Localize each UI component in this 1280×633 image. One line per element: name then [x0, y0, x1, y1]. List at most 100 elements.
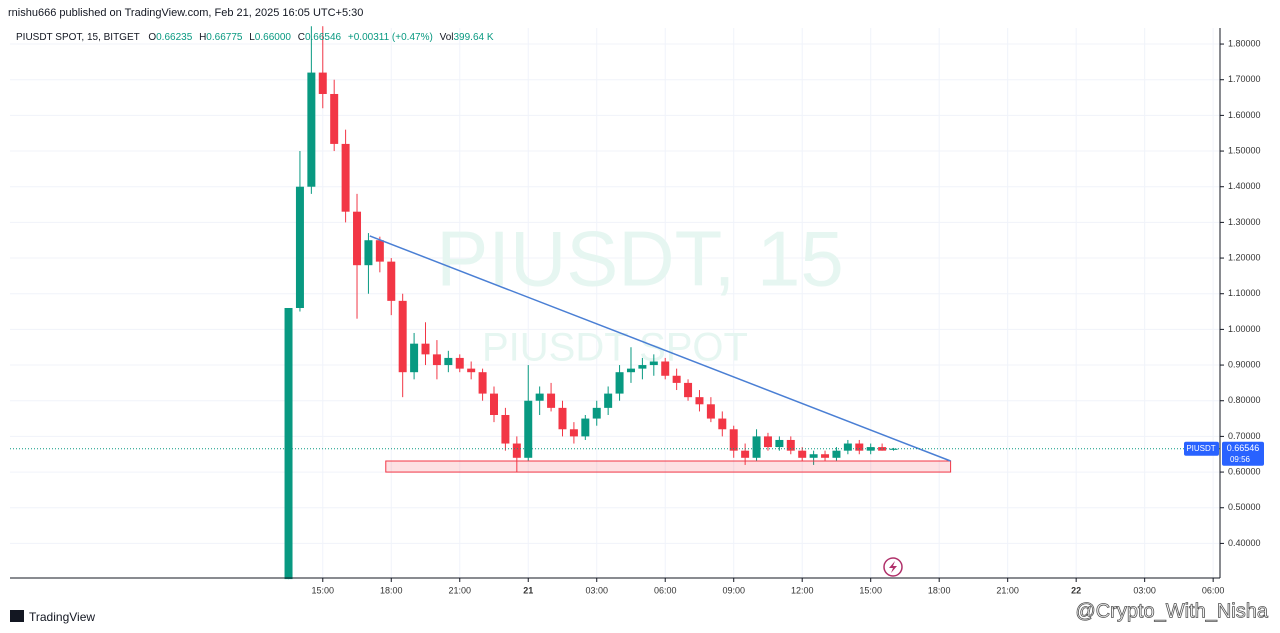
candle-body — [421, 343, 430, 355]
price-tag-symbol-box — [1184, 441, 1219, 456]
candle-body — [832, 450, 841, 458]
open: 0.66235 — [156, 32, 193, 43]
candle-body — [398, 300, 407, 373]
x-tick-label: 03:00 — [1133, 585, 1156, 595]
high: 0.66775 — [206, 32, 243, 43]
key: O — [148, 32, 156, 43]
candle-body — [889, 448, 898, 450]
candle-body — [706, 404, 715, 419]
symbol: PIUSDT SPOT, 15, BITGET — [16, 32, 140, 43]
publisher: rnishu666 published on TradingView.com, … — [8, 7, 363, 19]
candle-body — [375, 240, 384, 262]
x-tick-label: 15:00 — [312, 585, 335, 595]
candle-body — [524, 400, 533, 458]
close: 0.66546 — [305, 32, 342, 43]
candle-body — [364, 240, 373, 266]
candle-body — [786, 439, 795, 451]
price-tag-box — [1222, 441, 1264, 466]
candle-body — [307, 72, 316, 187]
x-tick-label: 21:00 — [448, 585, 471, 595]
candle-body — [467, 368, 476, 373]
y-tick-label: 0.40000 — [1228, 538, 1261, 548]
candle-body — [432, 354, 441, 366]
watermark: PIUSDT, 15 — [436, 215, 843, 303]
logo-text: TradingView — [29, 610, 95, 624]
candle-body — [695, 397, 704, 405]
candle-body — [318, 72, 327, 94]
candle-body — [592, 407, 601, 419]
candle-body — [649, 361, 658, 366]
y-tick-label: 1.30000 — [1228, 217, 1261, 227]
key: Vol — [440, 32, 454, 43]
y-tick-label: 1.80000 — [1228, 38, 1261, 48]
x-tick-label: 12:00 — [791, 585, 814, 595]
support-zone — [385, 460, 952, 473]
candle-body — [626, 368, 635, 373]
candle-body — [855, 443, 864, 451]
candle-body — [798, 450, 807, 458]
candle-body — [604, 393, 613, 408]
candle-body — [661, 361, 670, 376]
candle-body — [775, 439, 784, 448]
y-tick-label: 0.60000 — [1228, 466, 1261, 476]
y-tick-label: 0.50000 — [1228, 502, 1261, 512]
x-tick-label: 18:00 — [380, 585, 403, 595]
alert-bolt — [889, 561, 897, 573]
candle-body — [718, 418, 727, 430]
x-tick-label: 21:00 — [996, 585, 1019, 595]
candle-body — [387, 261, 396, 301]
price-tag-symbol: PIUSDT — [1186, 444, 1215, 453]
candle-body — [729, 429, 738, 451]
y-tick-label: 1.60000 — [1228, 110, 1261, 120]
candle-body — [410, 343, 419, 373]
x-tick-label: 09:00 — [722, 585, 745, 595]
x-tick-label: 06:00 — [654, 585, 677, 595]
candle-body — [284, 307, 293, 580]
change: +0.00311 (+0.47%) — [348, 32, 433, 43]
key: C — [298, 32, 305, 43]
candle-body — [478, 372, 487, 394]
candle-body — [455, 357, 464, 369]
candle-body — [581, 418, 590, 437]
candle-body — [295, 186, 304, 308]
y-tick-label: 1.00000 — [1228, 324, 1261, 334]
alert-icon[interactable] — [883, 557, 903, 577]
watermark: PIUSDT SPOT — [482, 326, 748, 370]
candle-body — [752, 436, 761, 458]
x-tick-label: 06:00 — [1202, 585, 1225, 595]
candle-body — [672, 375, 681, 383]
candle-body — [569, 429, 578, 437]
credit: @Crypto_With_Nisha — [1075, 600, 1268, 622]
low: 0.66000 — [255, 32, 292, 43]
candle-body — [501, 414, 510, 444]
y-tick-label: 0.80000 — [1228, 395, 1261, 405]
x-tick-label: 15:00 — [859, 585, 882, 595]
candle-body — [843, 443, 852, 451]
candle-body — [490, 393, 498, 415]
y-tick-label: 0.70000 — [1228, 431, 1261, 441]
y-tick-label: 1.50000 — [1228, 145, 1261, 155]
key: H — [199, 32, 206, 43]
y-tick-label: 1.70000 — [1228, 74, 1261, 84]
y-tick-label: 1.10000 — [1228, 288, 1261, 298]
candle-body — [353, 211, 362, 266]
logo-icon — [10, 610, 24, 622]
candle-body — [535, 393, 544, 401]
legend: PIUSDT SPOT, 15, BITGET O0.66235 H0.6677… — [16, 32, 494, 43]
y-tick-label: 1.40000 — [1228, 181, 1261, 191]
price-tag-value: 0.66546 — [1227, 443, 1260, 453]
candle-body — [809, 454, 818, 458]
candle-body — [878, 447, 887, 451]
candle-body — [547, 393, 556, 408]
candle-body — [763, 436, 772, 448]
trendline — [369, 235, 951, 462]
candle-body — [330, 93, 339, 144]
candle-body — [866, 447, 875, 451]
volume: 399.64 K — [453, 32, 493, 43]
y-tick-label: 1.20000 — [1228, 252, 1261, 262]
x-tick-label: 21 — [523, 585, 533, 595]
candle-body — [512, 443, 521, 458]
candle-body — [741, 450, 750, 458]
x-tick-label: 18:00 — [928, 585, 951, 595]
